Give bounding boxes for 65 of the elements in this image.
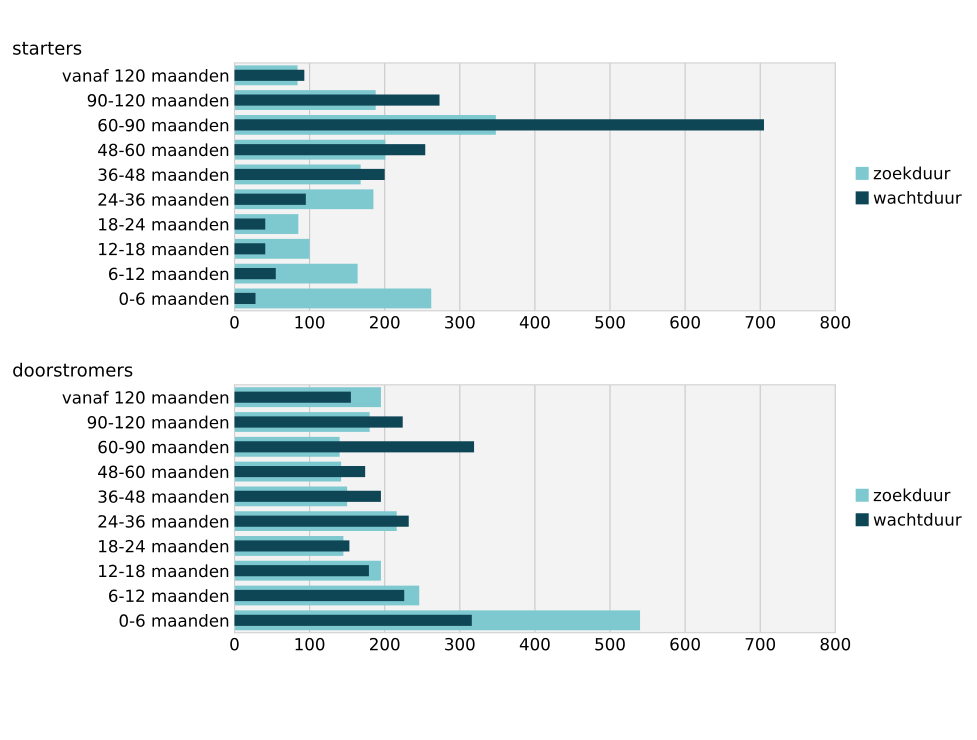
x-tick-label: 700 — [746, 638, 776, 650]
x-tick-label: 800 — [820, 316, 850, 329]
bar — [234, 70, 304, 81]
y-tick-label: 12-18 maanden — [99, 564, 228, 578]
bar — [234, 540, 350, 552]
y-tick-label: 12-18 maanden — [99, 242, 228, 256]
x-tick-label: 100 — [296, 638, 324, 650]
x-tick-label: 500 — [595, 316, 625, 329]
x-tick-label: 300 — [445, 316, 475, 329]
bar — [234, 268, 276, 280]
x-tick-label: 200 — [370, 316, 400, 329]
bar — [234, 94, 440, 106]
bar — [234, 194, 306, 205]
y-tick-label: 18-24 maanden — [99, 218, 228, 231]
bar — [234, 516, 409, 527]
legend-label: zoekduur — [874, 166, 950, 180]
bar — [234, 416, 403, 428]
bar — [234, 292, 256, 304]
x-tick-label: 400 — [520, 316, 550, 329]
bar — [234, 168, 385, 180]
y-tick-label: 0-6 maanden — [120, 292, 228, 305]
x-tick-label: 600 — [670, 316, 700, 329]
x-tick-label: 100 — [296, 316, 324, 329]
x-tick-label: 0 — [230, 316, 239, 329]
bar — [234, 218, 266, 230]
y-tick-label: 36-48 maanden — [98, 168, 228, 182]
x-tick-label: 800 — [820, 638, 850, 650]
y-tick-label: 90-120 maanden — [88, 94, 228, 107]
bar — [234, 565, 369, 576]
y-tick-label: 6-12 maanden — [109, 267, 228, 280]
bar — [234, 614, 472, 626]
legend-label: zoekduur — [874, 488, 950, 502]
text: starters — [13, 42, 82, 55]
bar — [234, 441, 474, 452]
bar — [234, 119, 764, 130]
x-tick-label: 500 — [595, 638, 625, 650]
y-tick-label: 18-24 maanden — [99, 540, 228, 553]
x-tick-label: 600 — [670, 638, 700, 650]
y-tick-label: 24-36 maanden — [98, 192, 228, 206]
y-tick-label: 60-90 maanden — [98, 440, 228, 454]
y-tick-label: 36-48 maanden — [98, 490, 228, 503]
y-tick-label: 24-36 maanden — [98, 514, 228, 528]
x-tick-label: 0 — [230, 638, 239, 650]
bar — [234, 144, 426, 156]
x-tick-label: 700 — [746, 316, 776, 329]
x-tick-label: 400 — [520, 638, 550, 650]
y-tick-label: 0-6 maanden — [120, 614, 228, 627]
x-tick-label: 300 — [445, 638, 475, 650]
y-tick-label: vanaf 120 maanden — [62, 68, 228, 82]
bar — [234, 243, 266, 254]
x-tick-label: 200 — [370, 638, 400, 650]
text: doorstromers — [13, 362, 132, 377]
bar — [234, 466, 366, 478]
y-tick-label: 48-60 maanden — [98, 465, 228, 478]
y-tick-label: 60-90 maanden — [98, 118, 228, 132]
bar — [234, 490, 381, 502]
y-tick-label: vanaf 120 maanden — [62, 390, 228, 404]
legend-label: wachtduur — [874, 191, 962, 204]
bar — [234, 288, 432, 308]
bar — [234, 590, 404, 602]
legend-label: wachtduur — [874, 512, 962, 526]
y-tick-label: 6-12 maanden — [109, 589, 228, 602]
bar — [234, 392, 351, 403]
y-tick-label: 90-120 maanden — [88, 416, 228, 429]
y-tick-label: 48-60 maanden — [98, 143, 228, 156]
